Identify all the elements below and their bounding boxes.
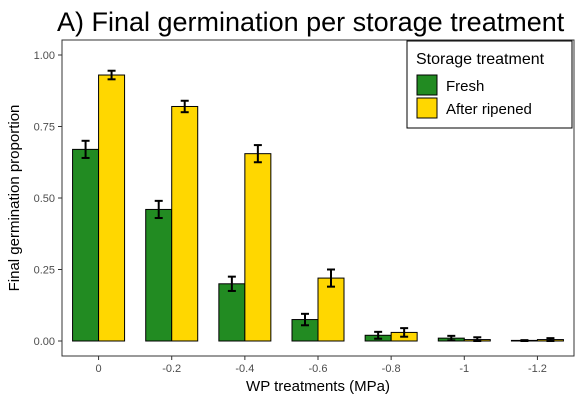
y-axis: 0.00 0.25 0.50 0.75 1.00 (34, 50, 62, 348)
legend-swatch-fresh (416, 74, 438, 96)
errorbar-after-ripened-4 (400, 327, 409, 338)
errorbar-after-ripened-1 (180, 99, 189, 114)
x-tick-label-0: 0 (96, 363, 102, 375)
x-tick-label-2: -0.4 (235, 363, 254, 375)
errorbar-fresh-2 (227, 275, 236, 292)
x-axis-title: WP treatments (MPa) (246, 378, 390, 395)
legend-label-fresh: Fresh (446, 78, 484, 95)
x-tick-label-3: -0.6 (309, 363, 328, 375)
bar-after-ripened-2 (244, 153, 272, 342)
legend-title: Storage treatment (416, 51, 545, 68)
errorbar-after-ripened-3 (327, 268, 335, 288)
errorbar-after-ripened-6 (546, 337, 555, 342)
legend: Storage treatment Fresh After ripened (406, 40, 573, 129)
y-tick-label-3: 0.75 (34, 122, 55, 134)
y-tick-label-2: 0.50 (34, 193, 55, 205)
errorbar-fresh-0 (81, 139, 90, 159)
x-tick-label-4: -0.8 (382, 363, 401, 375)
bar-fresh-2 (218, 283, 246, 342)
legend-label-after-ripened: After ripened (446, 101, 532, 118)
errorbar-after-ripened-0 (107, 69, 116, 81)
legend-swatch-after-ripened (416, 97, 438, 119)
chart-title: A) Final germination per storage treatme… (57, 7, 565, 37)
y-tick-label-0: 0.00 (34, 336, 55, 348)
x-axis: 0 -0.2 -0.4 -0.6 -0.8 -1 -1.2 (96, 356, 547, 375)
bar-after-ripened-1 (171, 105, 199, 342)
errorbar-fresh-6 (520, 339, 529, 342)
x-tick-label-6: -1.2 (528, 363, 547, 375)
errorbar-after-ripened-5 (473, 336, 482, 342)
bar-fresh-0 (72, 148, 100, 342)
x-tick-label-5: -1 (459, 363, 469, 375)
errorbar-fresh-4 (374, 330, 383, 340)
errorbar-fresh-5 (447, 334, 456, 342)
errorbar-after-ripened-2 (253, 144, 262, 164)
bar-fresh-1 (145, 208, 173, 342)
bars-group (72, 69, 564, 342)
errorbar-fresh-3 (301, 312, 309, 327)
errorbar-fresh-1 (154, 199, 163, 220)
y-axis-title: Final germination proportion (6, 105, 23, 292)
y-tick-label-4: 1.00 (34, 50, 55, 62)
y-tick-label-1: 0.25 (34, 265, 55, 277)
bar-after-ripened-3 (317, 277, 345, 342)
x-tick-label-1: -0.2 (162, 363, 181, 375)
bar-after-ripened-0 (98, 74, 126, 342)
